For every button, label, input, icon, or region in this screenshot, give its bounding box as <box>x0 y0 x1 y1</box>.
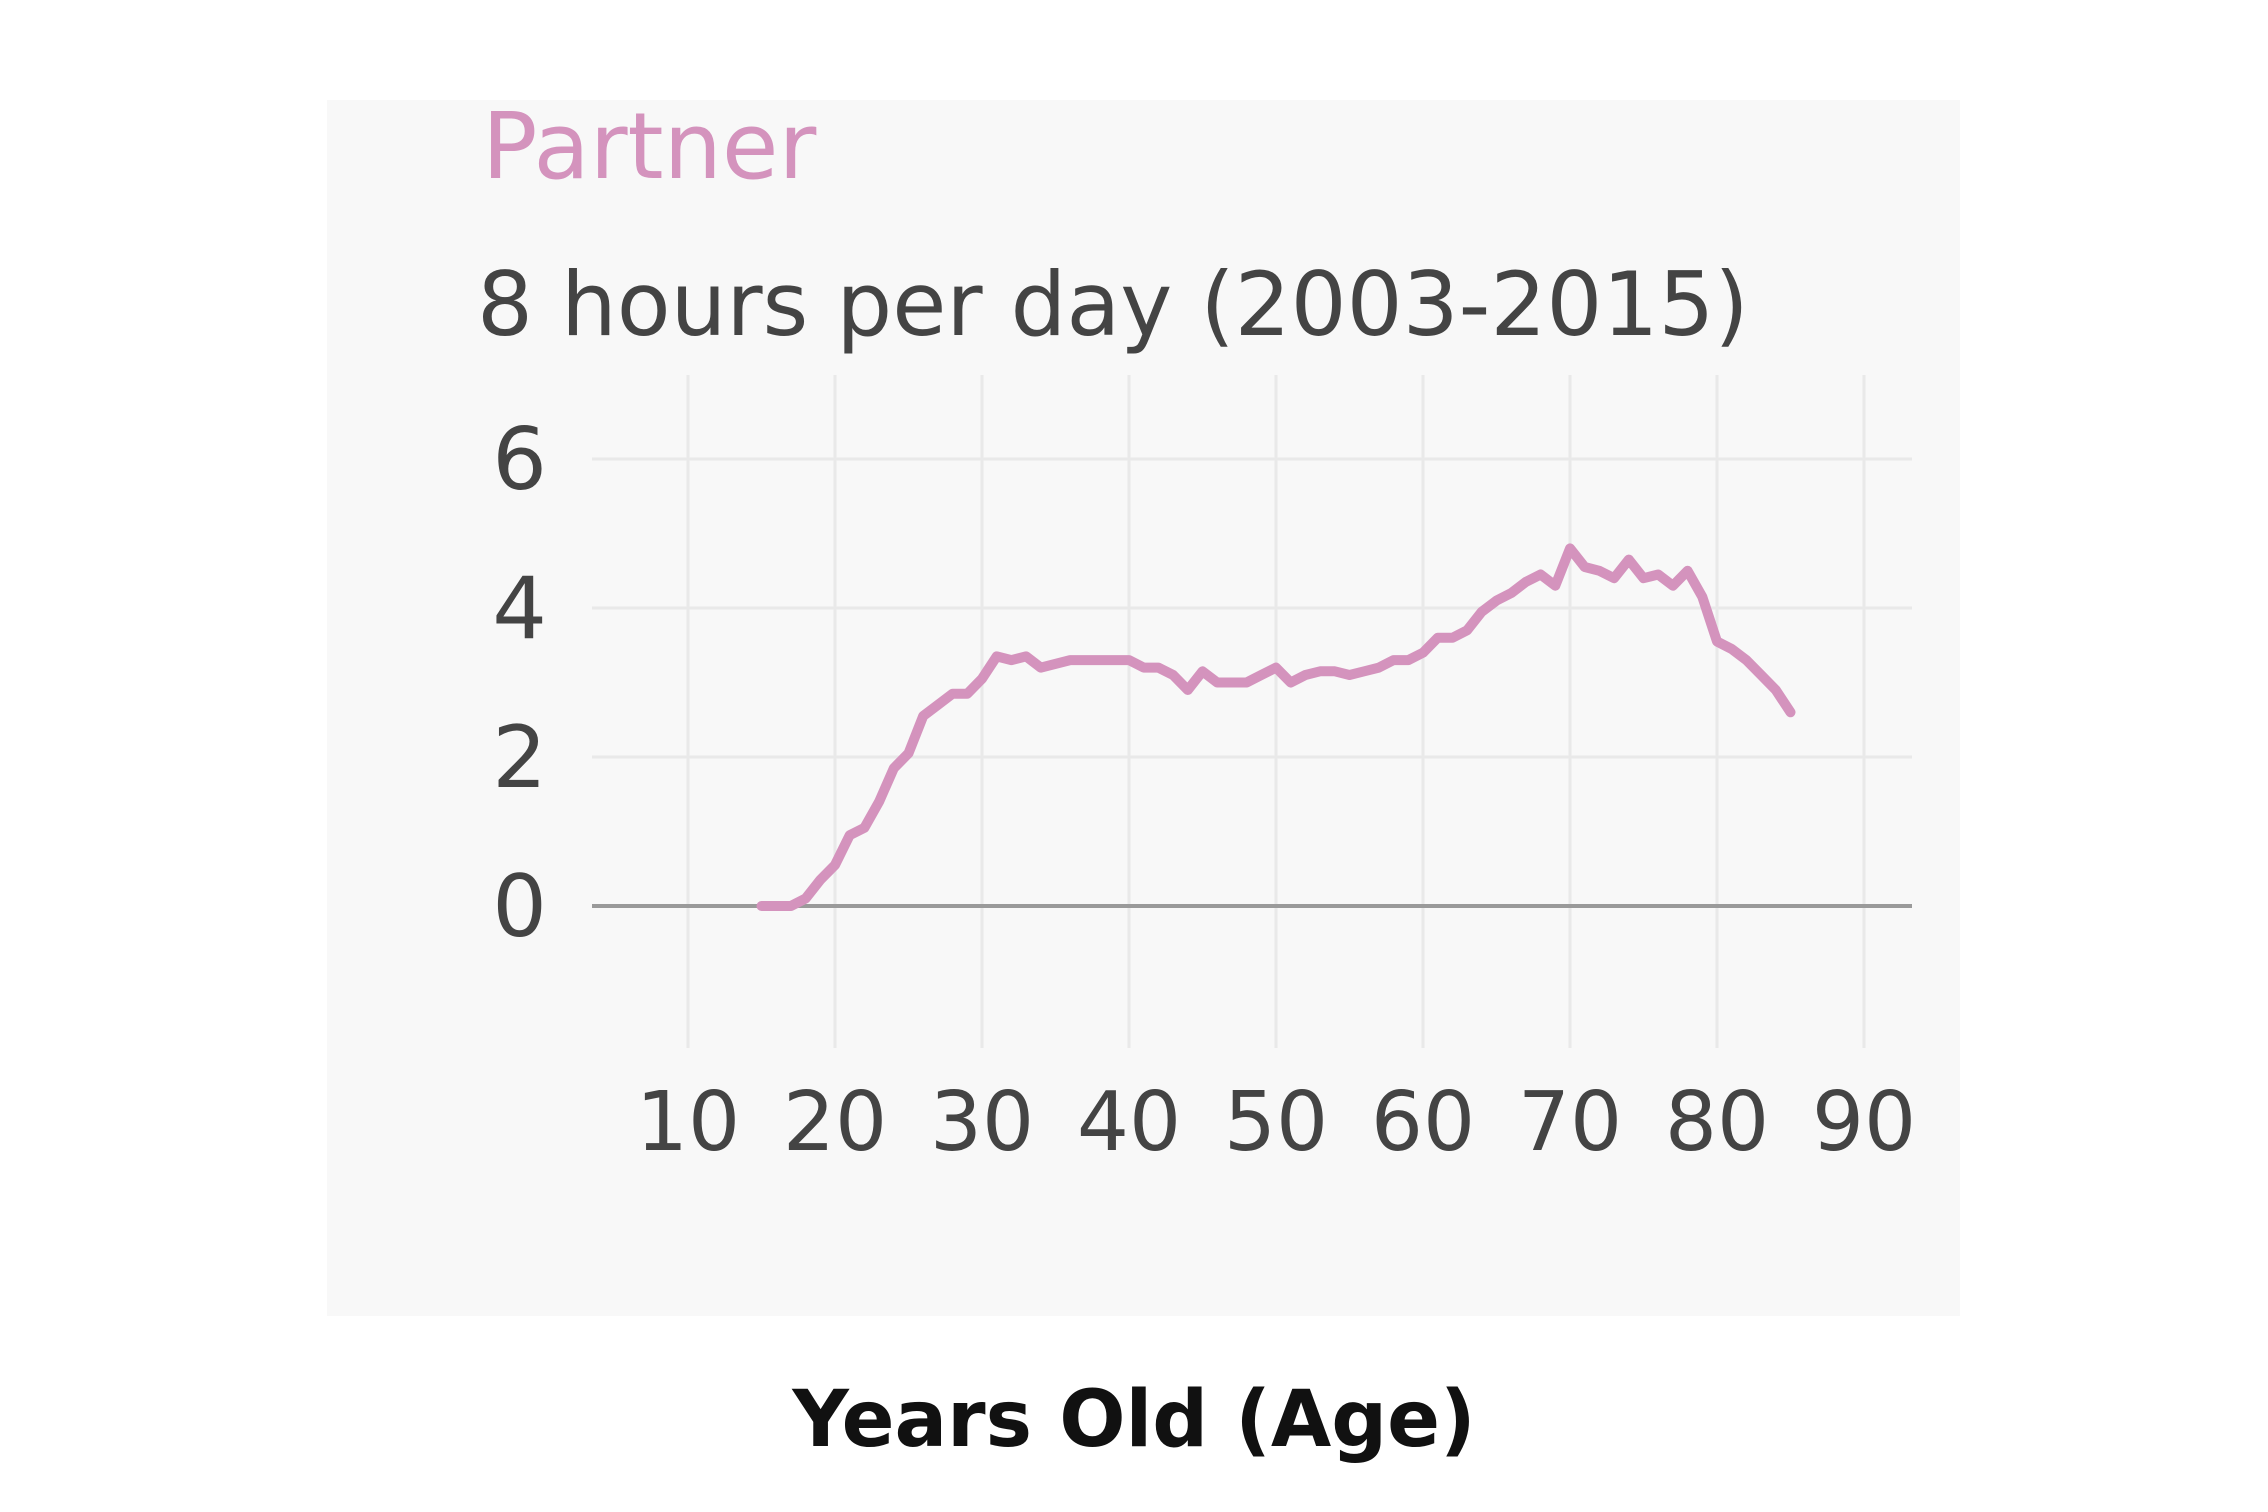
y-tick-label-4: 4 <box>492 559 547 659</box>
y-tick-label-0: 0 <box>492 857 547 957</box>
x-tick-label-50: 50 <box>1224 1075 1328 1170</box>
y-tick-label-6: 6 <box>492 410 547 510</box>
x-tick-labels: 10 20 30 40 50 60 70 80 90 <box>636 1075 1916 1170</box>
x-tick-label-10: 10 <box>636 1075 740 1170</box>
x-tick-label-80: 80 <box>1665 1075 1769 1170</box>
chart-panel: 0 2 4 6 10 20 30 40 50 60 70 80 90 Partner 8 hours … <box>327 100 1960 1316</box>
y-tick-labels: 0 2 4 6 <box>492 410 547 957</box>
y-tick-label-2: 2 <box>492 708 547 808</box>
grid-layer <box>592 375 1912 1048</box>
chart-title: Partner <box>482 100 817 200</box>
x-axis-label: Years Old (Age) <box>792 1375 1476 1465</box>
x-tick-label-30: 30 <box>930 1075 1034 1170</box>
series-line-0 <box>756 543 1796 911</box>
x-tick-label-70: 70 <box>1518 1075 1622 1170</box>
line-layer <box>756 543 1796 911</box>
x-tick-label-20: 20 <box>783 1075 887 1170</box>
x-tick-label-60: 60 <box>1371 1075 1475 1170</box>
x-tick-label-40: 40 <box>1077 1075 1181 1170</box>
chart-svg: 0 2 4 6 10 20 30 40 50 60 70 80 90 Partner 8 hours … <box>477 100 1916 1170</box>
chart-subtitle: 8 hours per day (2003-2015) <box>477 253 1749 356</box>
x-tick-label-90: 90 <box>1812 1075 1916 1170</box>
